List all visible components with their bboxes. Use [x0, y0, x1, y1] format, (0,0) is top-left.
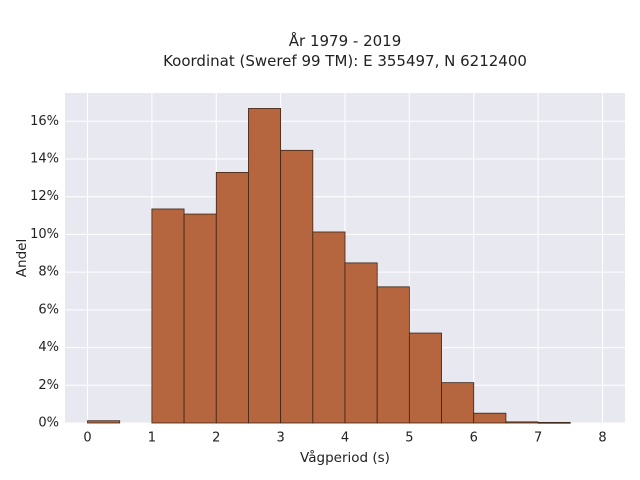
y-tick-label-6: 12% [30, 189, 59, 204]
x-tick-label-0: 0 [83, 431, 91, 446]
x-tick-label-8: 8 [598, 431, 606, 446]
x-tick-label-1: 1 [148, 431, 156, 446]
histogram-bar-2 [151, 208, 185, 424]
y-tick-label-1: 2% [38, 378, 59, 393]
x-tick-labels: 0 1 2 3 4 5 6 7 8 [83, 431, 606, 446]
histogram-bar-3 [183, 213, 217, 424]
y-tick-label-5: 10% [30, 227, 59, 242]
y-tick-labels: 0% 2% 4% 6% 8% 10% 12% 14% 16% [30, 114, 59, 431]
y-tick-label-4: 8% [38, 265, 59, 280]
histogram-bar-7 [312, 231, 346, 424]
histogram-bar-12 [473, 412, 507, 424]
y-tick-label-0: 0% [38, 416, 59, 431]
histogram-bar-4 [215, 171, 249, 424]
histogram-bar-9 [376, 286, 410, 424]
y-tick-label-8: 16% [30, 114, 59, 129]
x-tick-label-6: 6 [470, 431, 478, 446]
histogram-bar-8 [344, 262, 378, 424]
histogram-bar-13 [505, 421, 539, 424]
chart-title-line-2: Koordinat (Sweref 99 TM): E 355497, N 62… [163, 52, 527, 70]
chart-title-line-1: År 1979 - 2019 [289, 31, 402, 50]
x-axis-label: Vågperiod (s) [300, 449, 390, 466]
x-tick-label-7: 7 [534, 431, 542, 446]
y-tick-label-3: 6% [38, 302, 59, 317]
histogram-bar-0 [87, 420, 121, 424]
bars [87, 108, 571, 424]
x-tick-label-5: 5 [405, 431, 413, 446]
x-tick-label-2: 2 [212, 431, 220, 446]
y-axis-label: Andel [14, 239, 30, 277]
histogram-bar-5 [248, 108, 282, 424]
histogram-bar-10 [408, 332, 442, 424]
histogram-bar-11 [441, 382, 475, 424]
histogram-bar-6 [280, 149, 314, 424]
y-tick-label-2: 4% [38, 340, 59, 355]
y-tick-label-7: 14% [30, 152, 59, 167]
histogram-bar-14 [537, 422, 571, 424]
x-tick-label-4: 4 [341, 431, 349, 446]
x-tick-label-3: 3 [276, 431, 284, 446]
